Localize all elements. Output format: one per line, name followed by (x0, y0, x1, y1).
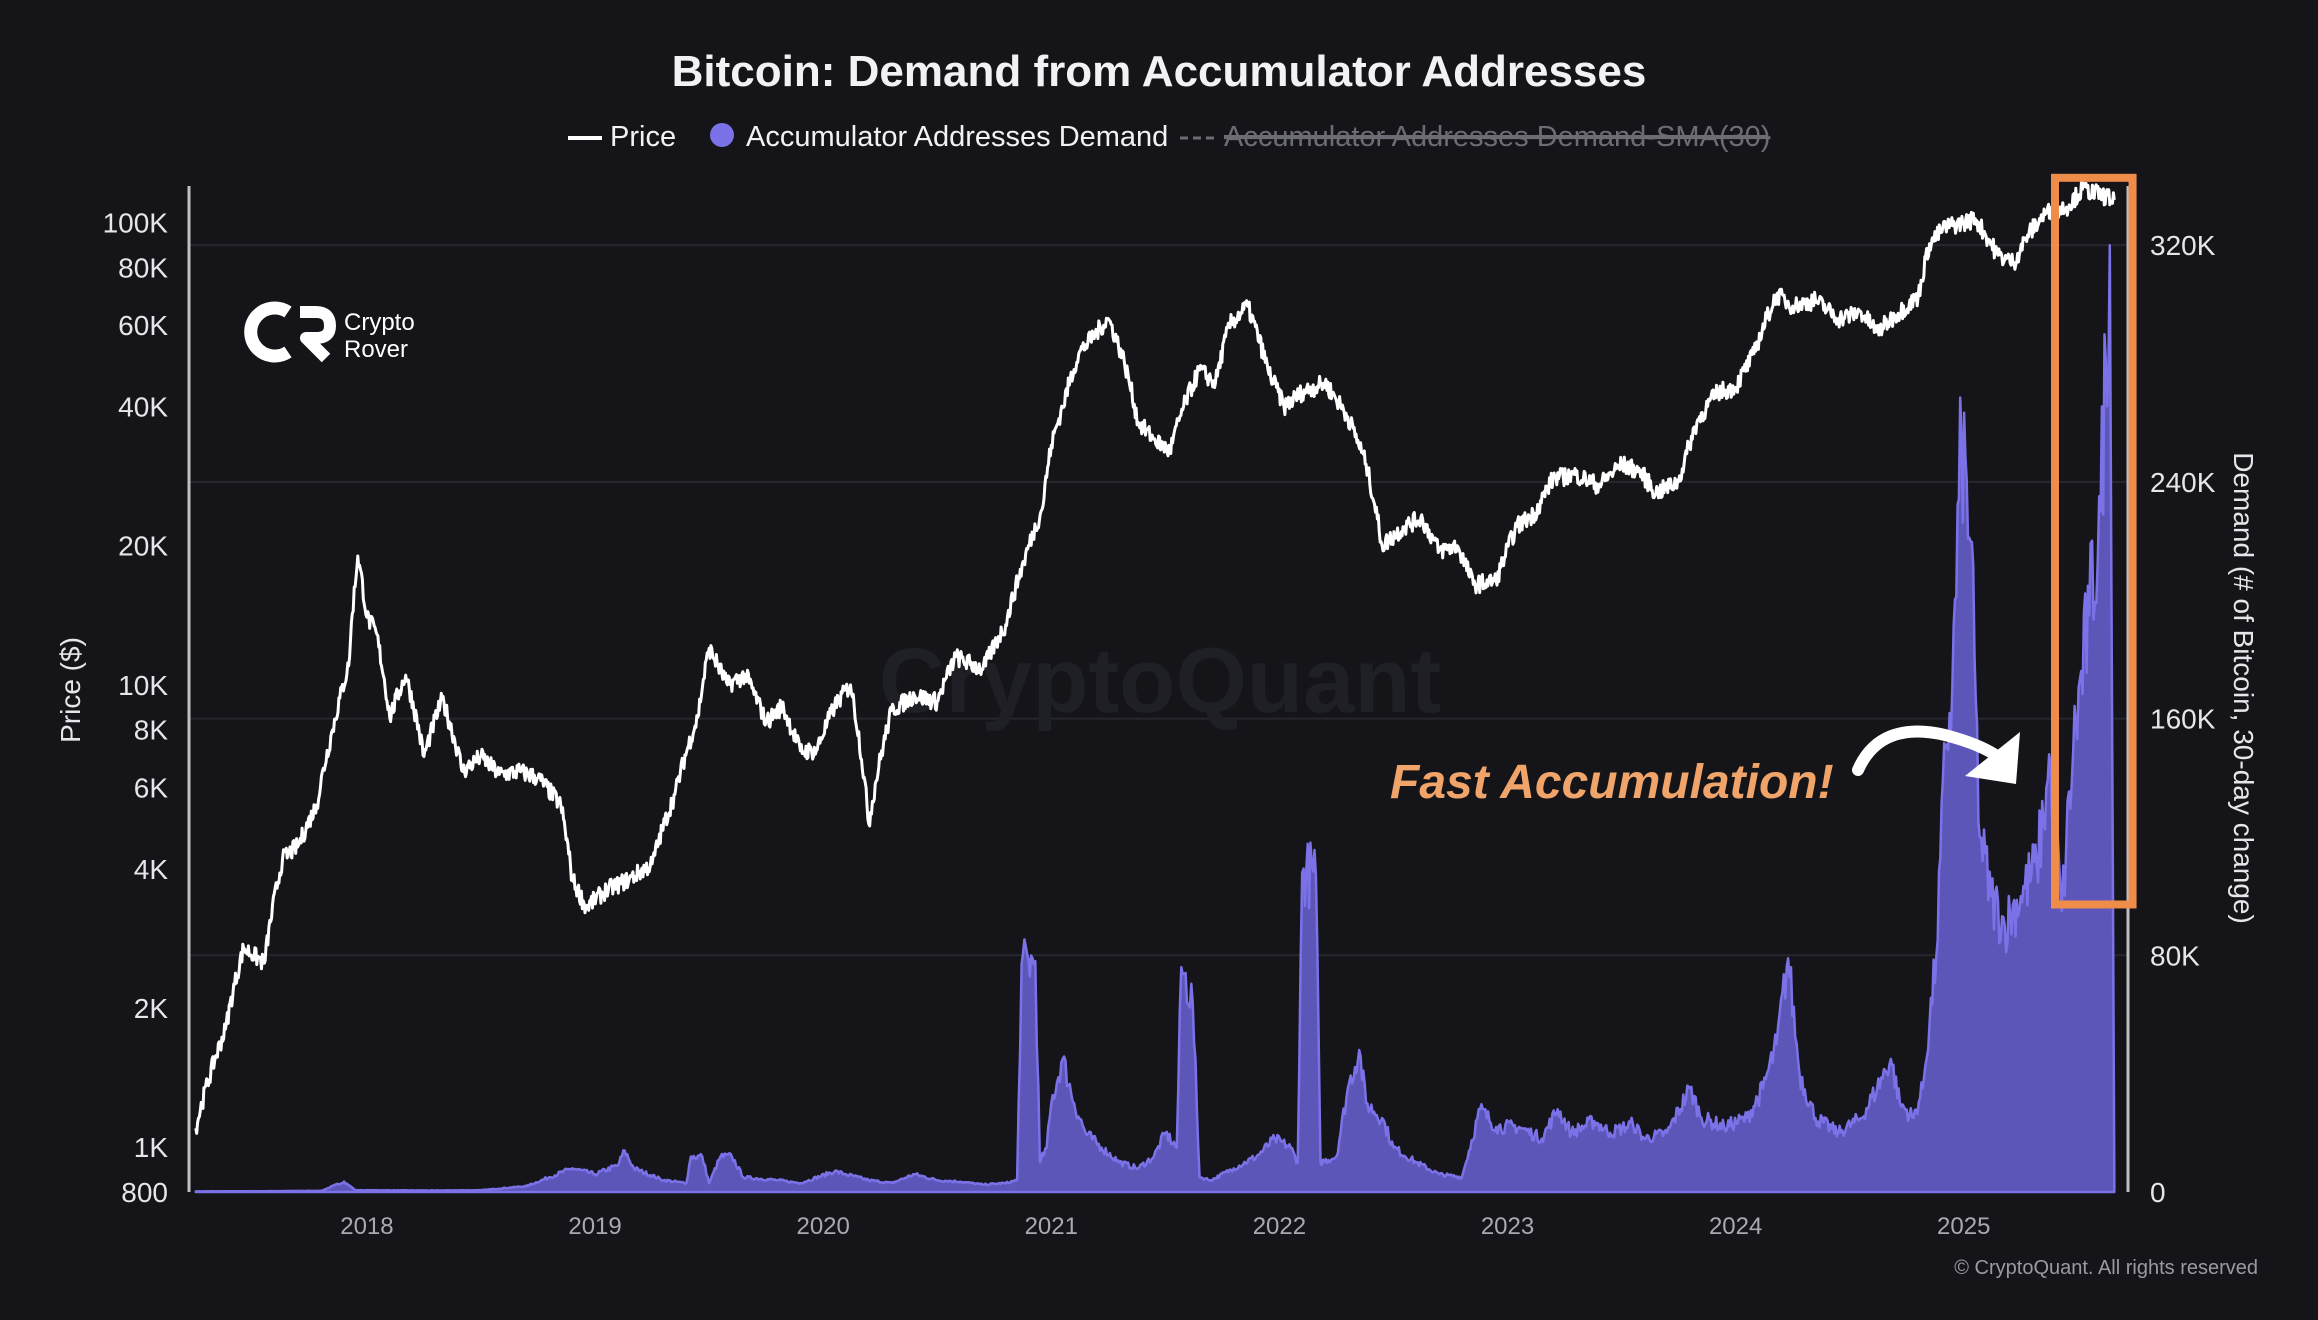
left-tick-label: 80K (118, 252, 168, 283)
chart-title: Bitcoin: Demand from Accumulator Address… (672, 47, 1647, 96)
price-series (194, 181, 2116, 1135)
left-tick-label: 20K (118, 531, 168, 562)
x-axis-ticks: 2018 2019 2020 2021 2022 2023 2024 2025 (340, 1213, 1990, 1240)
left-tick-label: 8K (134, 715, 169, 746)
legend-demand-dot-icon (710, 123, 734, 147)
left-tick-label: 100K (103, 208, 169, 239)
copyright: © CryptoQuant. All rights reserved (1954, 1257, 2258, 1279)
left-axis-ticks: 800 1K 2K 4K 6K 8K 10K 20K 40K 60K 80K 100K (103, 208, 169, 1208)
left-tick-label: 6K (134, 772, 169, 803)
legend-price-label[interactable]: Price (610, 121, 676, 153)
crypto-rover-logo: Crypto Rover (244, 301, 415, 363)
logo-text-line2: Rover (344, 336, 408, 363)
price-line (194, 181, 2116, 1135)
left-tick-label: 60K (118, 310, 168, 341)
demand-series (194, 243, 2116, 1194)
x-tick-label: 2025 (1937, 1213, 1990, 1240)
left-tick-label: 1K (134, 1132, 169, 1163)
left-axis-label: Price ($) (55, 637, 86, 743)
right-tick-label: 240K (2150, 467, 2216, 498)
annotation-arrow-icon (1852, 725, 2020, 784)
x-tick-label: 2020 (796, 1213, 849, 1240)
annotation-fast-accumulation: Fast Accumulation! (1390, 756, 1834, 809)
highlight-box (2051, 173, 2137, 909)
left-tick-label: 800 (121, 1177, 168, 1208)
right-tick-label: 0 (2150, 1177, 2166, 1208)
left-tick-label: 40K (118, 392, 168, 423)
left-tick-label: 4K (134, 854, 169, 885)
watermark: CryptoQuant (879, 630, 1441, 732)
right-tick-label: 320K (2150, 230, 2216, 261)
x-tick-label: 2021 (1025, 1213, 1078, 1240)
x-tick-label: 2018 (340, 1213, 393, 1240)
logo-text-line1: Crypto (344, 309, 415, 336)
grid-lines (189, 244, 2128, 957)
x-tick-label: 2019 (568, 1213, 621, 1240)
demand-area (194, 243, 2116, 1194)
legend-demand-label[interactable]: Accumulator Addresses Demand (746, 121, 1168, 153)
right-tick-label: 160K (2150, 704, 2216, 735)
x-tick-label: 2024 (1709, 1213, 1762, 1240)
right-tick-label: 80K (2150, 940, 2200, 971)
crypto-rover-logo-icon (244, 301, 336, 363)
x-tick-label: 2022 (1253, 1213, 1306, 1240)
x-tick-label: 2023 (1481, 1213, 1534, 1240)
right-axis-label: Demand (# of Bitcoin, 30-day change) (2228, 452, 2259, 924)
left-tick-label: 10K (118, 670, 168, 701)
left-tick-label: 2K (134, 993, 169, 1024)
right-axis-ticks: 0 80K 160K 240K 320K (2150, 230, 2216, 1208)
legend[interactable]: Price Accumulator Addresses Demand Accum… (568, 121, 1770, 153)
